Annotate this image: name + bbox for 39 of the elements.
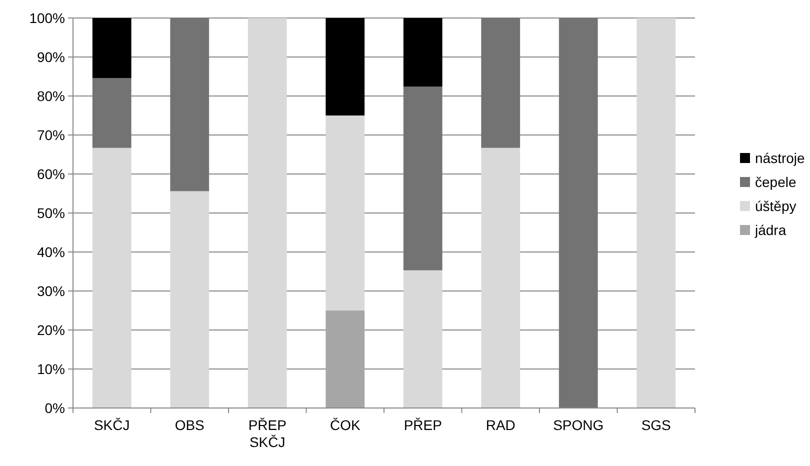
y-tick-label: 0% — [44, 400, 65, 416]
x-tick-label: SGS — [641, 417, 671, 433]
legend-label: jádra — [754, 222, 786, 238]
bar — [403, 18, 442, 87]
x-tick-label: PŘEP SKČJ — [248, 417, 286, 450]
bar — [248, 18, 287, 408]
y-tick-label: 100% — [29, 10, 65, 26]
x-tick-label: ČOK — [330, 417, 361, 433]
y-tick-label: 60% — [36, 166, 65, 182]
bar — [326, 116, 365, 310]
y-tick-label: 80% — [36, 88, 65, 104]
bar — [92, 78, 132, 148]
bar — [636, 18, 676, 408]
legend-label: čepele — [755, 174, 796, 190]
x-tick-label: PŘEP — [404, 417, 442, 433]
y-tick-label: 90% — [36, 48, 65, 65]
bar — [92, 148, 132, 408]
x-tick-label: SKČJ — [94, 417, 130, 433]
bar — [92, 18, 132, 78]
legend-label: nástroje — [755, 150, 806, 166]
bar — [326, 18, 365, 116]
y-tick-label: 50% — [36, 204, 65, 221]
x-tick-label: SPONG — [553, 417, 604, 433]
y-tick-label: 20% — [36, 322, 65, 338]
bar — [481, 148, 520, 408]
bar — [170, 18, 210, 192]
bar — [326, 310, 365, 408]
bar — [481, 18, 520, 148]
bar — [170, 191, 210, 408]
x-tick-label: OBS — [174, 417, 204, 433]
legend-label: úštěpy — [755, 198, 796, 214]
y-tick-label: 40% — [36, 244, 65, 260]
y-tick-label: 70% — [36, 126, 65, 143]
y-tick-label: 10% — [36, 360, 65, 377]
bar — [403, 270, 442, 408]
bar — [403, 86, 442, 270]
x-tick-label: RAD — [486, 417, 516, 433]
bar — [558, 18, 598, 408]
y-tick-label: 30% — [36, 282, 65, 299]
